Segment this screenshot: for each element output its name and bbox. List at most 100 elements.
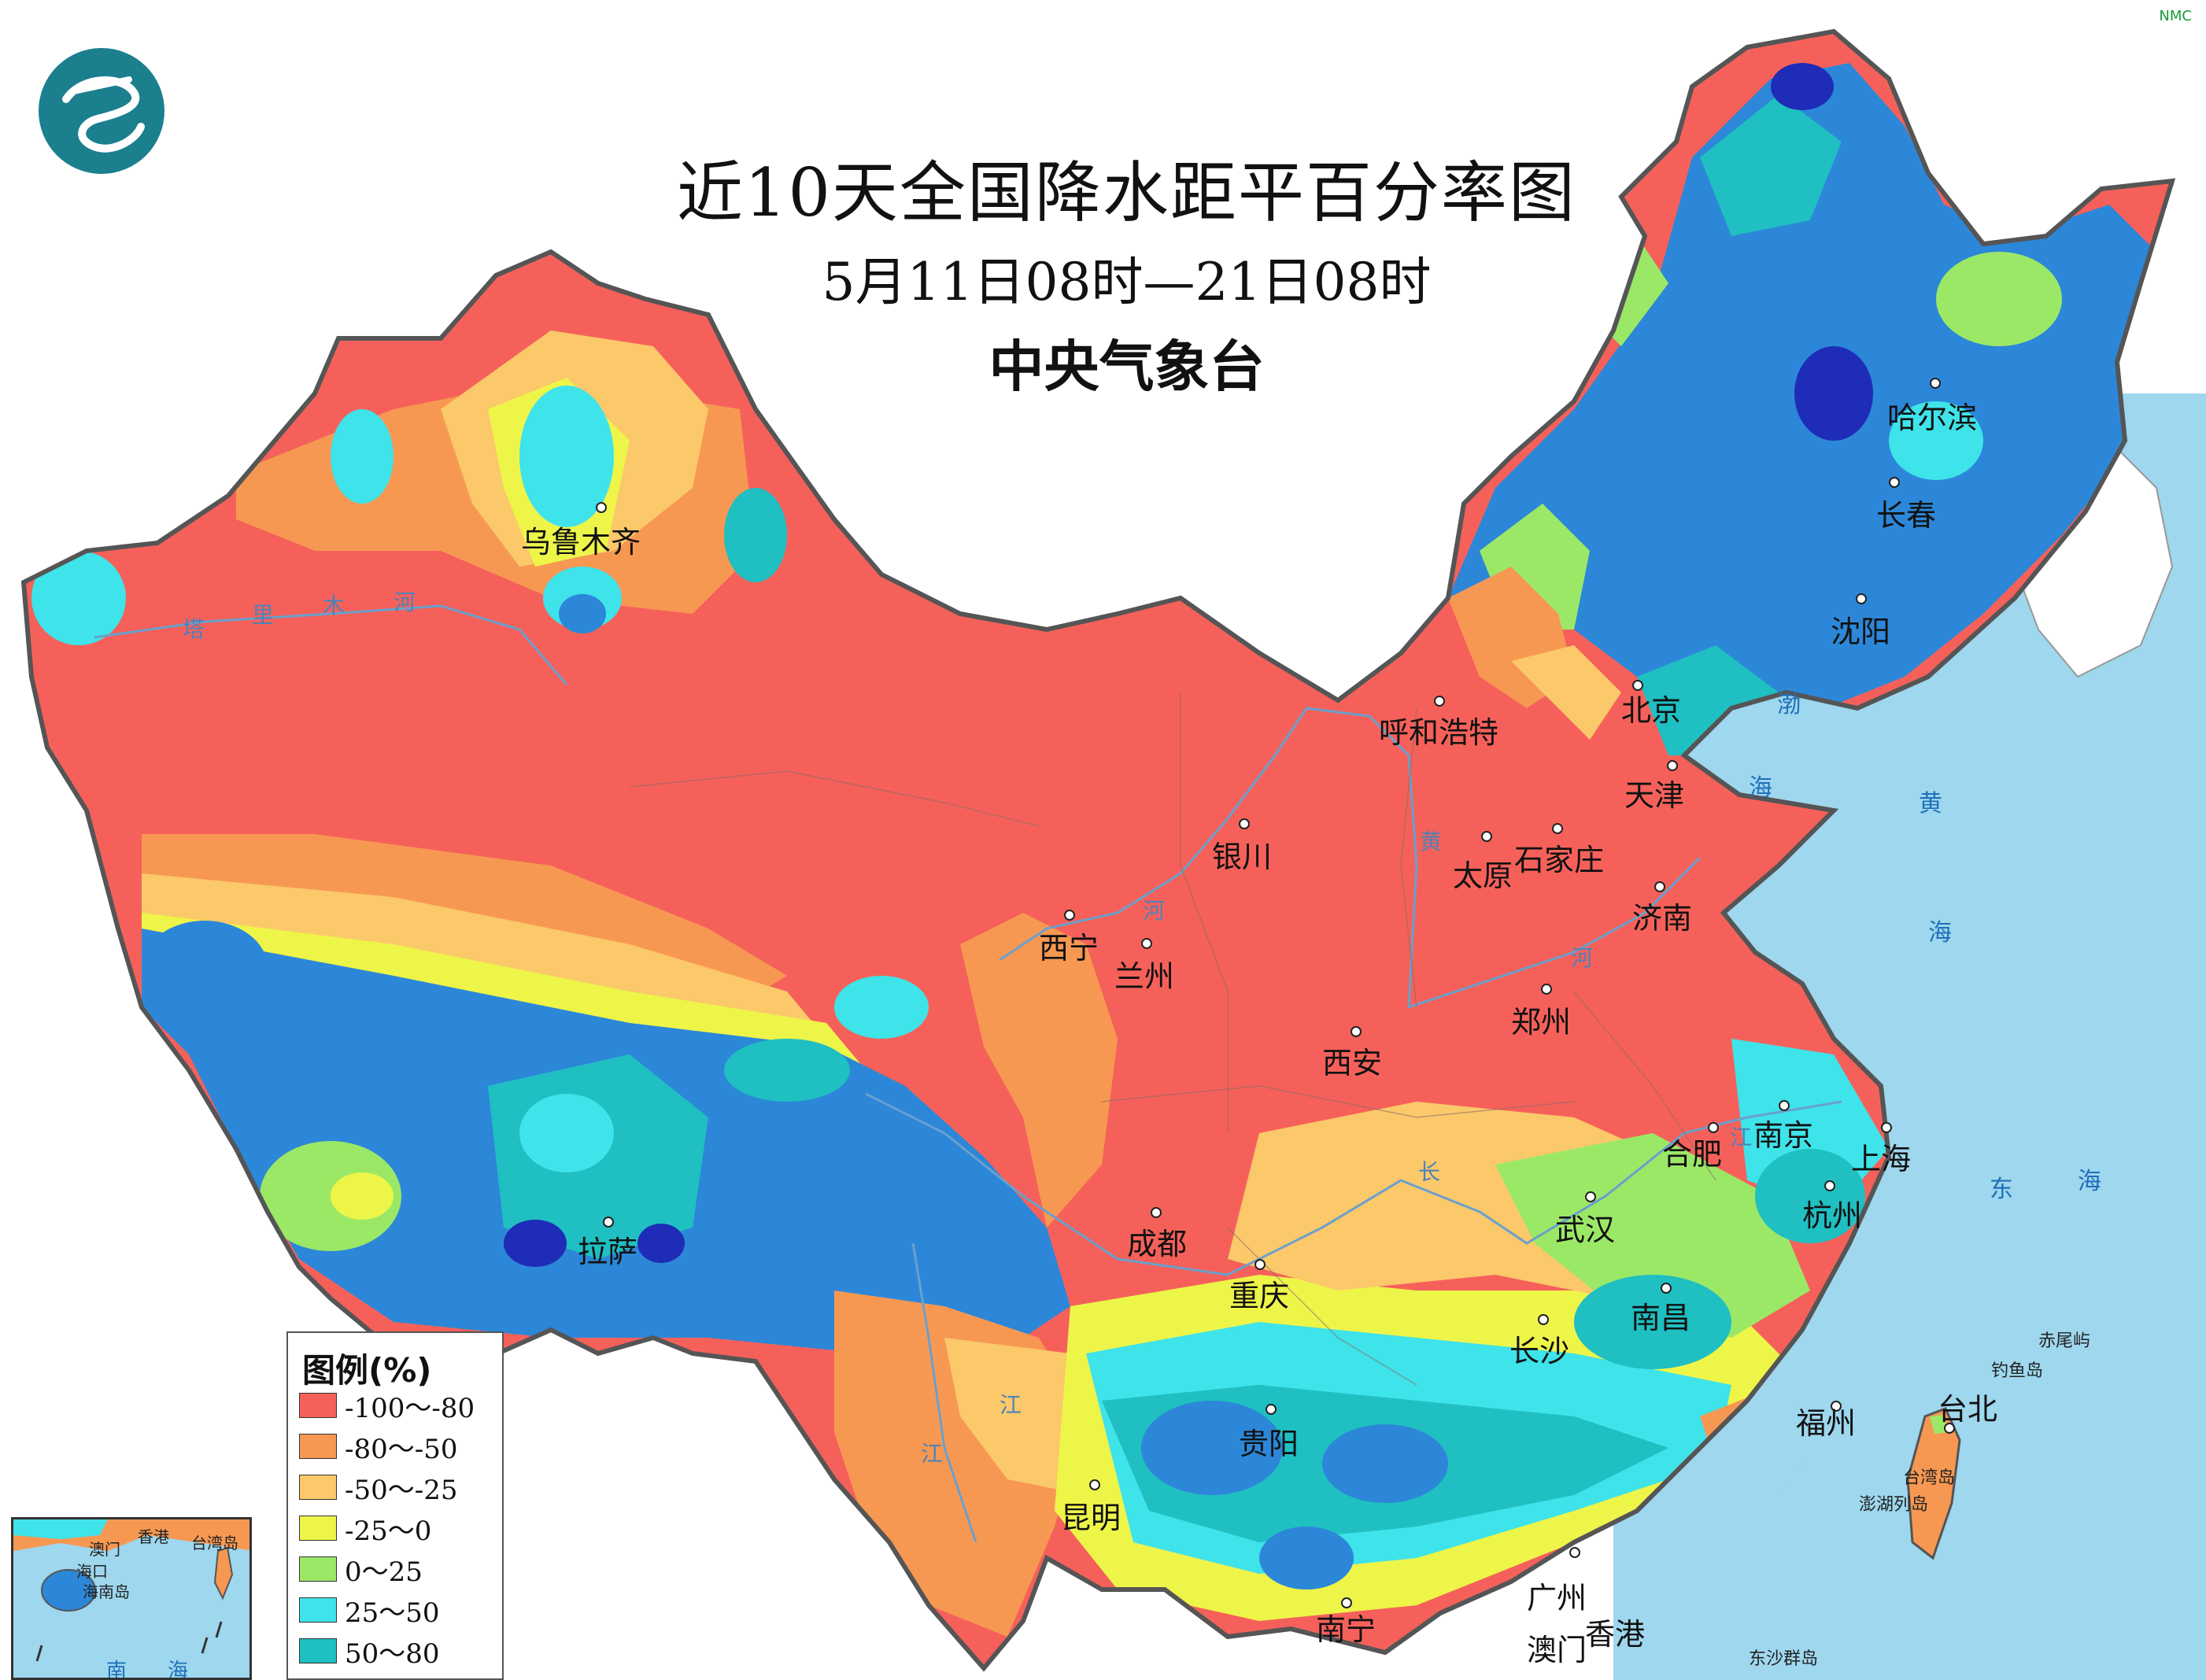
south-china-sea-inset: 香港 澳门 台湾岛 海口 海南岛 南 海 [11, 1517, 252, 1680]
city-dot [1824, 1180, 1835, 1191]
city-dot [1632, 680, 1643, 691]
city-dot [1881, 1122, 1892, 1133]
island-label: 钓鱼岛 [1991, 1361, 2044, 1381]
inset-label: 台湾岛 [191, 1534, 238, 1553]
river-label: 长 [1418, 1159, 1441, 1185]
sea-label: 海 [1749, 774, 1772, 802]
city-fuzhou: 福州 [1796, 1406, 1857, 1441]
city-beijing: 北京 [1621, 693, 1682, 728]
legend-item: 50～80 [299, 1630, 440, 1671]
city-guiyang: 贵阳 [1239, 1427, 1299, 1461]
map-title: 近10天全国降水距平百分率图 [677, 154, 1576, 231]
city-dot [1889, 477, 1900, 488]
city-harbin: 哈尔滨 [1887, 401, 1978, 435]
city-dot [1239, 818, 1250, 829]
city-taipei: 台北 [1938, 1392, 1998, 1427]
city-jinan: 济南 [1632, 901, 1693, 936]
island-label: 澎湖列岛 [1859, 1495, 1929, 1515]
river-label: 塔 [183, 616, 205, 642]
city-chongqing: 重庆 [1229, 1279, 1290, 1313]
inset-sea-label: 南 [106, 1660, 127, 1680]
legend-item: -50～-25 [299, 1467, 458, 1508]
legend-item: 0～25 [299, 1549, 423, 1590]
city-dot [1141, 938, 1152, 949]
city-lhasa: 拉萨 [578, 1235, 638, 1269]
city-macau: 澳门 [1527, 1633, 1587, 1667]
inset-label: 海南岛 [83, 1582, 130, 1601]
legend-label: 0～25 [345, 1556, 423, 1588]
map-subtitle: 5月11日08时—21日08时 [822, 252, 1432, 312]
city-shenyang: 沈阳 [1831, 615, 1891, 649]
city-dot [1661, 1283, 1672, 1294]
nmc-watermark: NMC [2159, 8, 2192, 24]
city-dot [1831, 1401, 1842, 1412]
river-label: 河 [1571, 945, 1594, 971]
city-dot [1585, 1191, 1596, 1202]
sea-label: 黄 [1919, 790, 1942, 818]
inset-sea-label: 海 [168, 1660, 189, 1680]
legend-label: -100～-80 [345, 1392, 475, 1424]
city-dot [1930, 378, 1941, 389]
legend-label: 50～80 [345, 1638, 440, 1670]
river-label: 江 [921, 1441, 944, 1467]
city-dot [1569, 1547, 1580, 1558]
city-dot [1552, 823, 1563, 834]
city-dot [1064, 910, 1075, 921]
cma-logo [39, 48, 164, 174]
island-label: 赤尾屿 [2038, 1331, 2091, 1351]
city-taiyuan: 太原 [1453, 858, 1513, 893]
legend-label: 25～50 [345, 1597, 440, 1629]
city-xian: 西安 [1322, 1046, 1383, 1080]
city-dot [1341, 1597, 1352, 1608]
island-label: 东沙群岛 [1749, 1649, 1819, 1669]
city-xining: 西宁 [1039, 931, 1099, 966]
city-shijiazhuang: 石家庄 [1514, 843, 1605, 877]
legend-item: 25～50 [299, 1590, 440, 1630]
city-chengdu: 成都 [1127, 1227, 1188, 1261]
city-zhengzhou: 郑州 [1511, 1005, 1572, 1039]
city-guangzhou: 广州 [1527, 1581, 1587, 1615]
city-dot [1351, 1026, 1362, 1037]
inset-label: 澳门 [89, 1540, 120, 1559]
sea-label: 渤 [1777, 691, 1801, 718]
legend-item: -100～-80 [299, 1385, 475, 1426]
legend-label: -80～-50 [345, 1433, 458, 1465]
city-kunming: 昆明 [1061, 1501, 1121, 1535]
legend-swatch [299, 1597, 337, 1623]
sea-label: 海 [2078, 1168, 2101, 1195]
river-label: 黄 [1420, 829, 1443, 855]
city-yinchuan: 银川 [1212, 840, 1273, 874]
city-dot [1538, 1314, 1549, 1325]
legend-item: -25～0 [299, 1508, 431, 1549]
city-dot [1541, 984, 1552, 995]
city-dot [1089, 1479, 1100, 1490]
legend-swatch [299, 1434, 337, 1459]
legend-swatch [299, 1475, 337, 1500]
city-dot [1708, 1122, 1719, 1133]
river-label: 江 [1730, 1124, 1753, 1150]
sea-label: 东 [1990, 1176, 2013, 1203]
city-dot [596, 502, 607, 513]
legend-title: 图例(%) [302, 1351, 432, 1390]
island-label: 台湾岛 [1903, 1468, 1956, 1488]
legend: 图例(%) -100～-80 -80～-50 -50～-25 -25～0 0～2… [286, 1331, 504, 1680]
city-dot [1434, 696, 1445, 707]
city-nanning: 南宁 [1316, 1612, 1376, 1647]
river-label: 江 [1000, 1392, 1022, 1418]
city-changsha: 长沙 [1509, 1334, 1570, 1368]
city-dot [1654, 881, 1665, 892]
city-hongkong: 香港 [1585, 1617, 1646, 1652]
city-nanchang: 南昌 [1631, 1301, 1691, 1335]
river-label: 木 [323, 593, 345, 618]
city-urumqi: 乌鲁木齐 [521, 525, 641, 559]
legend-label: -25～0 [345, 1515, 432, 1547]
city-hefei: 合肥 [1662, 1137, 1723, 1172]
inset-label: 海口 [76, 1562, 108, 1581]
city-dot [1255, 1259, 1266, 1270]
legend-swatch [299, 1556, 337, 1582]
inset-map [13, 1519, 249, 1662]
city-hangzhou: 杭州 [1802, 1198, 1863, 1233]
river-label: 河 [394, 589, 416, 615]
river-label: 里 [252, 602, 275, 628]
